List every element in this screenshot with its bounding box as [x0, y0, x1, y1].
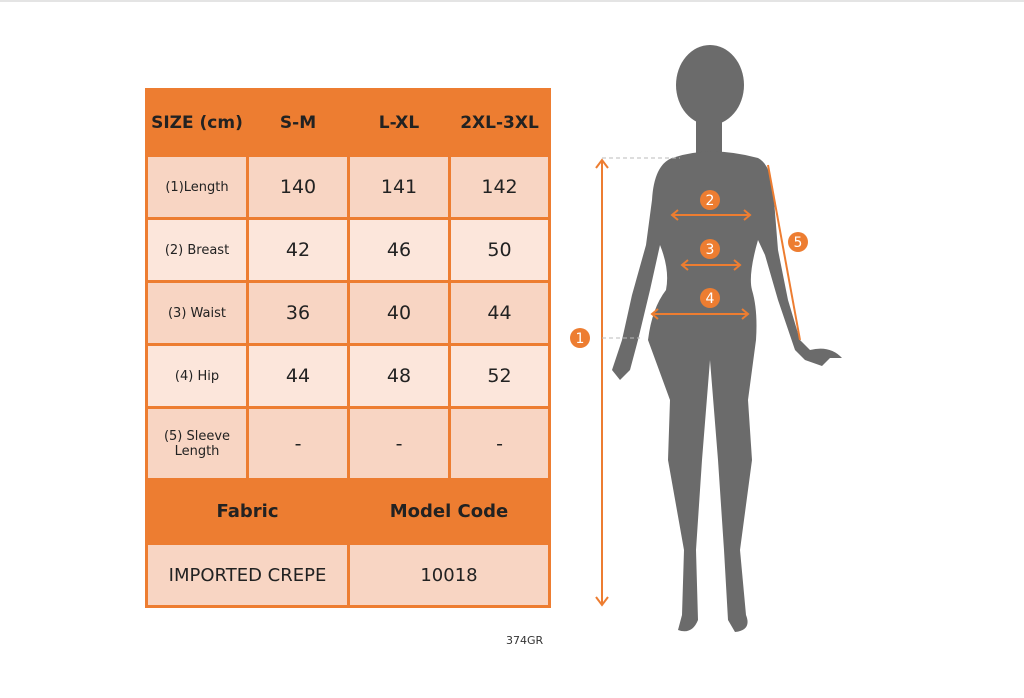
- svg-text:1: 1: [576, 331, 585, 347]
- row-label: (2) Breast: [145, 217, 249, 283]
- guide-lines: [602, 157, 680, 339]
- svg-text:5: 5: [794, 235, 803, 251]
- marker-4: 4: [700, 288, 720, 308]
- product-code: 374GR: [506, 634, 544, 647]
- cell: 42: [246, 217, 350, 283]
- svg-text:2: 2: [706, 193, 715, 209]
- header-l-xl: L-XL: [347, 88, 451, 157]
- cell: 52: [448, 343, 551, 409]
- cell: -: [246, 406, 350, 481]
- row-label: (1)Length: [145, 154, 249, 220]
- header-2xl-3xl: 2XL-3XL: [448, 88, 551, 157]
- row-label: (4) Hip: [145, 343, 249, 409]
- table-row: (5) Sleeve Length - - -: [145, 406, 551, 481]
- fabric-value: IMPORTED CREPE: [145, 542, 350, 608]
- cell: 48: [347, 343, 451, 409]
- measure-lines: [595, 158, 801, 607]
- table-row: (2) Breast 42 46 50: [145, 217, 551, 283]
- marker-1: 1: [570, 328, 590, 348]
- svg-text:3: 3: [706, 242, 715, 258]
- fabric-label: Fabric: [145, 478, 350, 545]
- marker-2: 2: [700, 190, 720, 210]
- row-label: (5) Sleeve Length: [145, 406, 249, 481]
- marker-5: 5: [788, 232, 808, 252]
- cell: 36: [246, 280, 350, 346]
- cell: 142: [448, 154, 551, 220]
- table-row: (1)Length 140 141 142: [145, 154, 551, 220]
- model-code-value: 10018: [347, 542, 551, 608]
- header-row: SIZE (cm) S-M L-XL 2XL-3XL: [145, 88, 551, 157]
- body-silhouette: 1 2 3 4 5: [570, 45, 842, 632]
- cell: 141: [347, 154, 451, 220]
- cell: 140: [246, 154, 350, 220]
- top-divider: [0, 0, 1024, 2]
- cell: 50: [448, 217, 551, 283]
- table-row: (3) Waist 36 40 44: [145, 280, 551, 346]
- fabric-value-row: IMPORTED CREPE 10018: [145, 542, 551, 608]
- cell: -: [347, 406, 451, 481]
- cell: 40: [347, 280, 451, 346]
- marker-3: 3: [700, 239, 720, 259]
- cell: 46: [347, 217, 451, 283]
- header-size: SIZE (cm): [145, 88, 249, 157]
- cell: -: [448, 406, 551, 481]
- fabric-header-row: Fabric Model Code: [145, 478, 551, 545]
- cell: 44: [448, 280, 551, 346]
- model-code-label: Model Code: [347, 478, 551, 545]
- table-row: (4) Hip 44 48 52: [145, 343, 551, 409]
- svg-text:4: 4: [706, 291, 715, 307]
- silhouette-figure: [612, 45, 842, 632]
- header-s-m: S-M: [246, 88, 350, 157]
- cell: 44: [246, 343, 350, 409]
- row-label: (3) Waist: [145, 280, 249, 346]
- size-chart-table: SIZE (cm) S-M L-XL 2XL-3XL (1)Length 140…: [145, 88, 551, 608]
